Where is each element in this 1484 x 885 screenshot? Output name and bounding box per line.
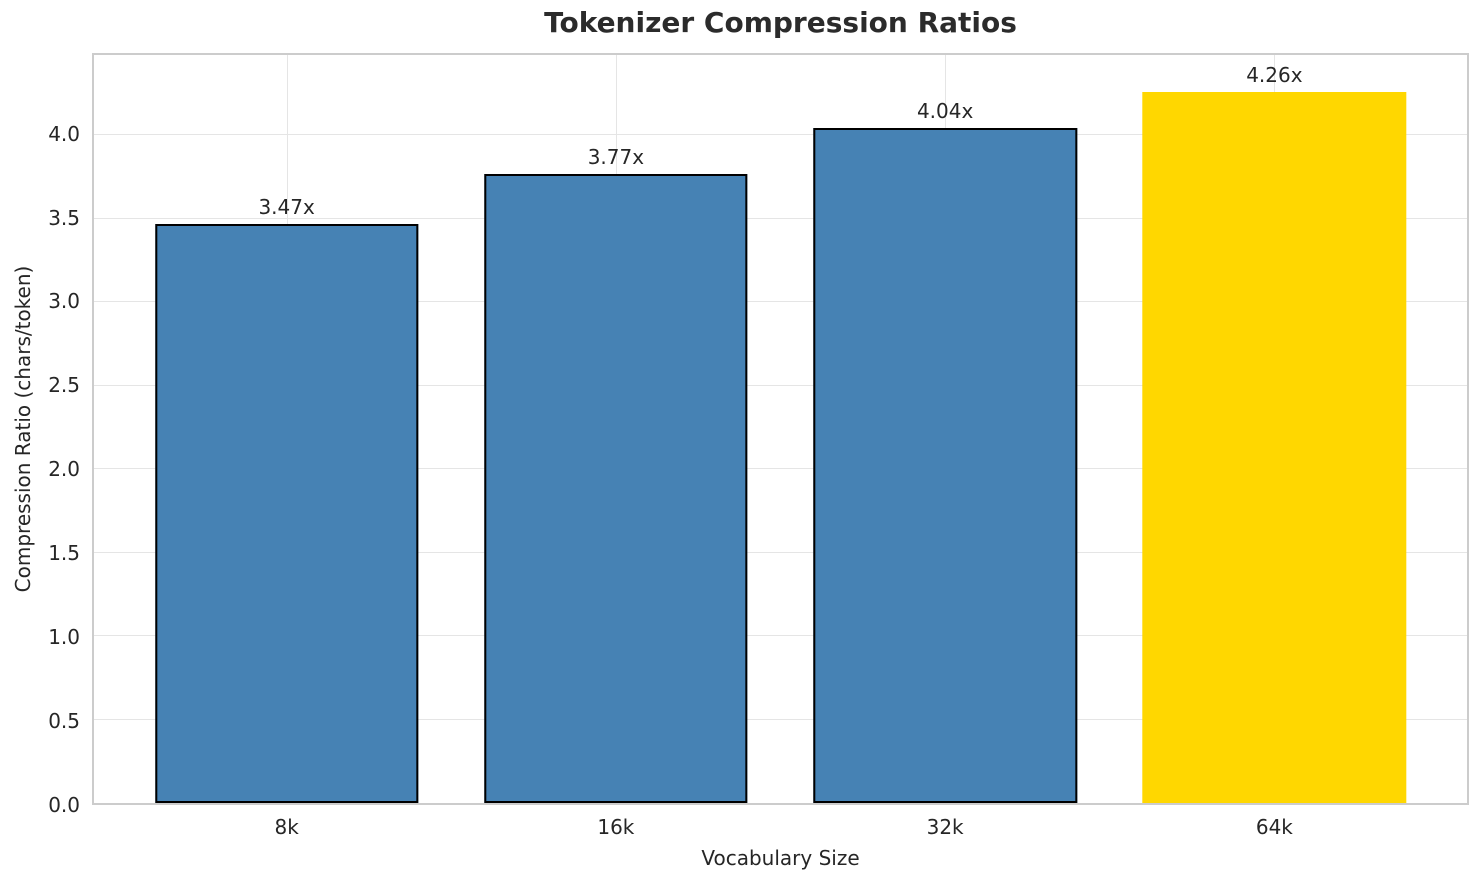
plot-area: 3.47x 8k 3.77x 16k 4.04x 32k 4.26x 64k	[92, 53, 1469, 839]
y-tick-label: 3.5	[48, 205, 80, 230]
horizontal-gridline	[94, 635, 1467, 637]
y-tick-label: 2.0	[48, 457, 80, 482]
horizontal-gridline	[94, 134, 1467, 136]
y-tick-labels: 0.0 0.5 1.0 1.5 2.0 2.5 3.0 3.5 4.0	[0, 53, 80, 815]
bar-value-label: 3.47x	[258, 194, 315, 219]
bar-64k	[1142, 91, 1407, 803]
bar-slot: 4.04x 32k	[781, 55, 1110, 839]
horizontal-gridline	[94, 468, 1467, 470]
bar-slot: 3.47x 8k	[122, 55, 451, 839]
x-axis-label: Vocabulary Size	[701, 846, 860, 870]
y-tick-label: 4.0	[48, 121, 80, 146]
x-tick-label: 8k	[274, 815, 299, 839]
horizontal-gridline	[94, 718, 1467, 720]
bar-slots: 3.47x 8k 3.77x 16k 4.04x 32k 4.26x 64k	[122, 55, 1439, 839]
bar-slot: 4.26x 64k	[1110, 55, 1439, 839]
horizontal-gridline	[94, 217, 1467, 219]
bar-slot: 3.77x 16k	[451, 55, 780, 839]
horizontal-gridline	[94, 301, 1467, 303]
bar-32k	[813, 128, 1077, 803]
y-tick-label: 2.5	[48, 373, 80, 398]
bar-value-label: 4.04x	[916, 99, 974, 124]
bar-8k	[154, 223, 419, 803]
bar-value-label: 3.77x	[587, 144, 645, 169]
y-tick-label: 1.5	[48, 541, 80, 566]
chart-title: Tokenizer Compression Ratios	[544, 6, 1017, 39]
horizontal-gridline	[94, 551, 1467, 553]
bar-value-label: 4.26x	[1246, 62, 1303, 87]
y-tick-label: 1.0	[48, 625, 80, 650]
y-tick-label: 0.0	[48, 793, 80, 817]
bar-16k	[484, 173, 748, 803]
x-tick-label: 16k	[597, 815, 635, 839]
x-tick-label: 64k	[1255, 815, 1293, 839]
y-tick-label: 3.0	[48, 289, 80, 314]
x-tick-label: 32k	[926, 815, 964, 839]
y-tick-label: 0.5	[48, 709, 80, 734]
horizontal-gridline	[94, 384, 1467, 386]
